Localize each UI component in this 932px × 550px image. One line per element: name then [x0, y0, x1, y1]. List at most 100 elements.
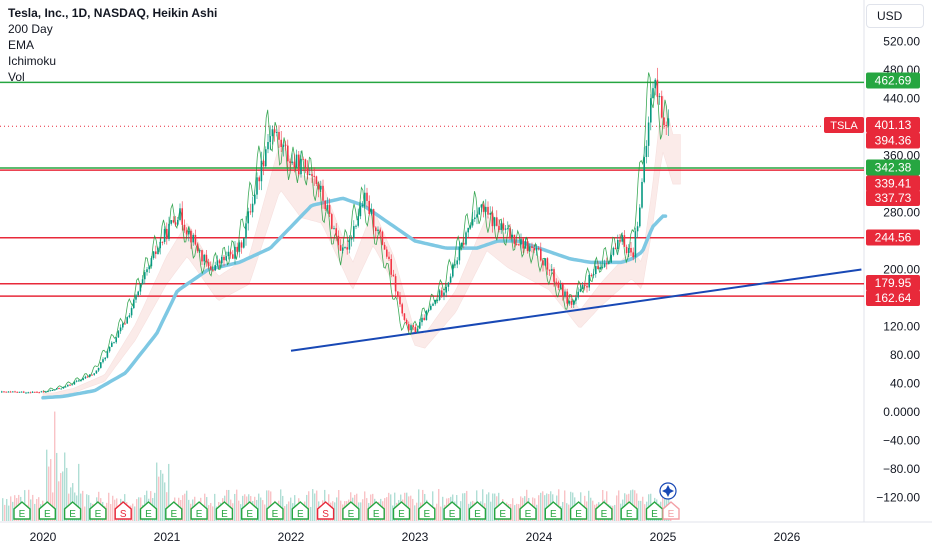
volume-bar — [544, 495, 546, 521]
candle-body — [601, 266, 604, 268]
event-marker[interactable] — [468, 501, 487, 520]
event-marker[interactable] — [165, 501, 183, 520]
price-label-box[interactable] — [866, 175, 920, 192]
candle-body — [188, 230, 190, 235]
volume-bar — [2, 498, 4, 521]
event-marker[interactable] — [494, 501, 512, 520]
candle-body — [315, 176, 318, 184]
event-marker[interactable] — [89, 501, 107, 520]
event-marker[interactable] — [241, 501, 259, 520]
event-marker[interactable] — [418, 501, 436, 520]
event-marker[interactable] — [569, 501, 588, 520]
candle-body — [333, 228, 335, 230]
candle-body — [546, 258, 549, 270]
volume-bar — [48, 466, 50, 521]
candle-body — [557, 282, 560, 288]
candle-body — [58, 388, 60, 390]
candle-body — [548, 269, 551, 271]
volume-bar — [638, 500, 640, 521]
price-label-box[interactable] — [866, 229, 920, 246]
volume-bar — [440, 506, 442, 521]
candle-body — [520, 238, 522, 245]
price-label-box[interactable] — [866, 132, 920, 149]
volume-bar — [412, 498, 414, 521]
volume-bar — [212, 506, 214, 521]
candle-body — [311, 174, 313, 176]
price-tick-label: −120.00 — [876, 491, 920, 505]
candle-body — [608, 262, 610, 264]
future-event-marker[interactable] — [662, 501, 680, 520]
event-marker[interactable] — [367, 501, 385, 520]
candle-body — [115, 337, 117, 343]
indicator-ichimoku[interactable]: Ichimoku — [8, 54, 57, 68]
candle-body — [612, 247, 615, 255]
price-label-box[interactable] — [866, 290, 920, 306]
event-marker[interactable] — [443, 501, 461, 520]
event-marker[interactable] — [215, 501, 234, 520]
event-marker[interactable] — [392, 501, 411, 520]
trendline[interactable] — [290, 268, 862, 352]
indicator-vol[interactable]: Vol — [8, 70, 25, 84]
candle-body — [487, 206, 489, 215]
candle-body — [3, 391, 5, 393]
event-marker[interactable] — [316, 501, 335, 520]
event-label: E — [272, 509, 279, 520]
event-marker[interactable] — [342, 501, 360, 520]
event-marker[interactable] — [13, 501, 31, 520]
candle-body — [544, 258, 546, 266]
event-marker[interactable] — [266, 501, 284, 520]
volume-bar — [240, 504, 242, 521]
volume-bar — [290, 497, 292, 521]
event-marker[interactable] — [190, 501, 208, 520]
event-marker[interactable] — [63, 501, 82, 520]
volume-bar — [564, 490, 566, 521]
candle-body — [366, 192, 368, 201]
volume-bar — [134, 506, 136, 521]
event-label: S — [322, 509, 329, 520]
price-label-box[interactable] — [866, 72, 920, 89]
candle-body — [71, 384, 73, 386]
symbol-title[interactable]: Tesla, Inc., 1D, NASDAQ, Heikin Ashi — [8, 6, 218, 20]
candle-body — [223, 256, 225, 261]
candle-body — [414, 326, 417, 333]
event-label: S — [120, 509, 127, 520]
price-label-box[interactable] — [866, 275, 920, 291]
indicator-200-day[interactable]: 200 Day — [8, 22, 53, 36]
candle-body — [537, 248, 540, 250]
price-label-box[interactable] — [866, 117, 920, 133]
candle-body — [458, 246, 461, 261]
volume-bar — [162, 473, 164, 521]
event-marker[interactable] — [544, 501, 562, 520]
indicator-ema[interactable]: EMA — [8, 38, 35, 52]
event-marker[interactable] — [519, 501, 537, 520]
candle-body — [628, 247, 630, 254]
future-event-label: E — [668, 509, 675, 520]
volume-bar — [436, 503, 438, 521]
event-marker[interactable] — [620, 501, 638, 520]
ichimoku-span-line — [42, 72, 669, 393]
event-marker[interactable] — [114, 501, 132, 520]
volume-bar — [32, 494, 34, 521]
candle-body — [31, 391, 34, 393]
volume-bar — [514, 505, 516, 521]
event-label: E — [297, 509, 304, 520]
event-marker[interactable] — [38, 501, 56, 520]
event-marker[interactable] — [595, 501, 613, 520]
candle-body — [95, 370, 98, 374]
candle-body — [236, 246, 238, 252]
candle-body — [410, 325, 412, 331]
candle-body — [139, 284, 142, 292]
symbol-label-box[interactable] — [824, 117, 864, 133]
event-marker[interactable] — [291, 501, 309, 520]
volume-bar — [186, 490, 188, 521]
candle-body — [49, 390, 51, 392]
candle-body — [251, 203, 254, 213]
currency-selector[interactable]: USD — [866, 4, 924, 28]
candle-body — [663, 117, 665, 126]
event-marker[interactable] — [139, 501, 158, 520]
price-label-box[interactable] — [866, 159, 920, 176]
price-label-box[interactable] — [866, 190, 920, 206]
volume-bar — [284, 506, 286, 521]
